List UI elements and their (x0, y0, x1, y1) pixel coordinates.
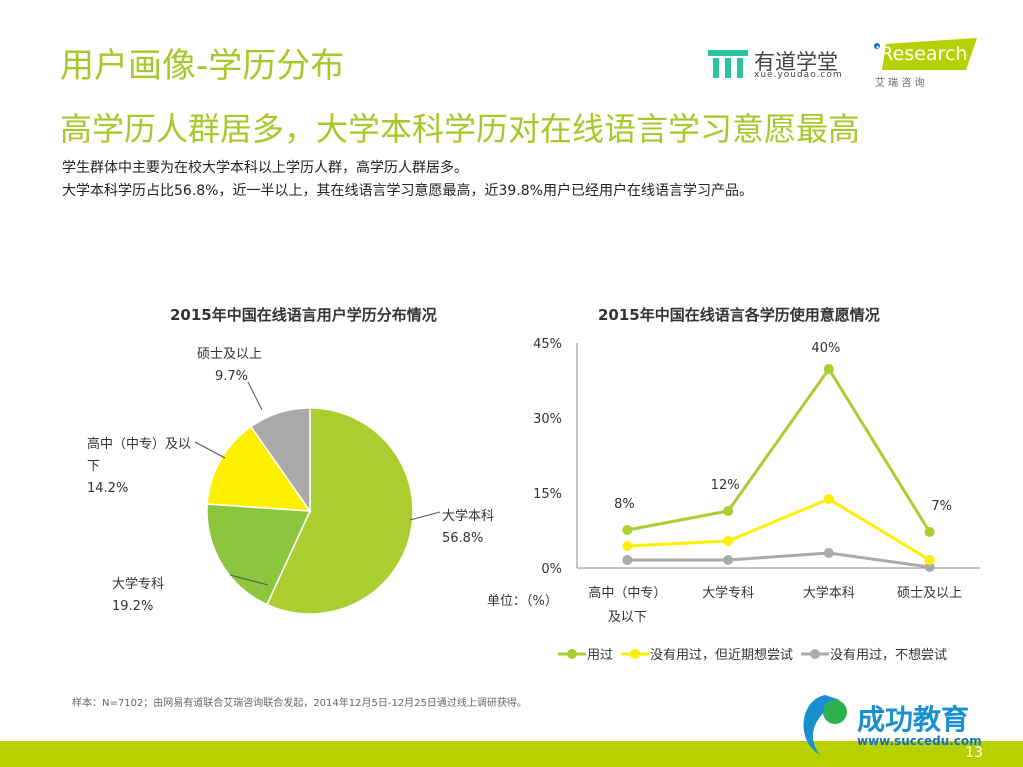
pie-slice (206, 425, 312, 512)
y-tick-label: 15% (533, 487, 562, 502)
youdao-logo: 有道学堂 xue.youdao.com (708, 48, 842, 84)
iresearch-cn: 艾 瑞 咨 询 (875, 78, 925, 89)
succedu-emblem-icon (803, 695, 847, 755)
pie-title: 2015年中国在线语言用户学历分布情况 (170, 306, 437, 324)
pie-label-highschool: 高中（中专）及以下 14.2% (87, 437, 192, 496)
pie-leader-line (247, 381, 263, 411)
pie-leader-line (409, 511, 441, 521)
youdao-name: 有道学堂 (754, 50, 838, 74)
data-point (622, 525, 633, 535)
succedu-url: www.succedu.com (857, 734, 982, 748)
unit-label: 单位：（%） (487, 594, 558, 609)
x-tick-label: 高中（中专） (588, 585, 666, 601)
pie-leader-line (229, 574, 269, 586)
pie-label-college: 大学专科 19.2% (112, 577, 165, 614)
iresearch-logo: iResearch 艾 瑞 咨 询 (872, 38, 977, 90)
page-number: 13 (965, 745, 983, 761)
data-point (823, 364, 834, 374)
legend-marker (810, 649, 821, 659)
pie-label-master: 硕士及以上 9.7% (197, 347, 263, 384)
data-point (622, 555, 633, 565)
iresearch-name: iResearch (875, 43, 968, 65)
data-point (924, 555, 935, 565)
series-line (627, 497, 931, 562)
footer-bar (0, 741, 1023, 767)
legend-marker (567, 649, 577, 659)
pie-slice (265, 407, 414, 615)
x-tick-label: 硕士及以上 (897, 586, 962, 601)
data-point (924, 562, 935, 572)
line-chart: 0% 15% 30% 45% 高中（中专） 及以下 大学专科 大学本科 硕士及以上 8% 12% 40… (533, 337, 980, 663)
legend-label: 用过 (587, 648, 613, 663)
page-title: 用户画像-学历分布 (60, 46, 345, 86)
pie-label-bachelor: 大学本科 56.8% (442, 509, 495, 546)
legend-label: 没有用过，但近期想尝试 (650, 647, 793, 663)
data-point (723, 536, 734, 546)
data-point (823, 548, 834, 558)
succedu-logo: 成功教育 www.succedu.com (795, 690, 982, 764)
x-tick-label: 及以下 (608, 610, 647, 625)
pie-chart (194, 381, 441, 615)
data-point (823, 494, 834, 504)
pie-slice (249, 407, 311, 514)
data-label: 7% (931, 499, 952, 514)
x-tick-label: 大学专科 (702, 585, 754, 601)
line-title: 2015年中国在线语言各学历使用意愿情况 (598, 306, 880, 324)
data-label: 12% (711, 478, 740, 493)
y-tick-label: 0% (541, 562, 562, 577)
description-line: 大学本科学历占比56.8%，近一半以上，其在线语言学习意愿最高，近39.8%用户… (62, 183, 753, 199)
legend-label: 没有用过，不想尝试 (830, 647, 947, 663)
succedu-name: 成功教育 (857, 703, 970, 736)
data-label: 40% (811, 341, 840, 356)
page-subtitle: 高学历人群居多，大学本科学历对在线语言学习意愿最高 (60, 110, 861, 148)
youdao-url: xue.youdao.com (754, 70, 843, 80)
y-tick-label: 45% (533, 337, 562, 352)
youdao-pillar-icon (708, 50, 748, 78)
description-line: 学生群体中主要为在校大学本科以上学历人群，高学历人群居多。 (62, 160, 468, 176)
data-point (622, 541, 633, 551)
series-line (627, 366, 931, 533)
x-tick-label: 大学本科 (803, 585, 855, 601)
legend-marker (630, 649, 641, 659)
footer-note: 样本：N=7102；由网易有道联合艾瑞咨询联合发起，2014年12月5日-12月… (72, 698, 527, 709)
pie-slice (206, 503, 312, 606)
pie-leader-line (194, 441, 226, 459)
y-tick-label: 30% (533, 412, 562, 427)
data-point (723, 506, 734, 516)
series-line (627, 551, 930, 569)
data-point (723, 555, 734, 565)
data-point (924, 527, 935, 537)
data-label: 8% (614, 497, 635, 512)
